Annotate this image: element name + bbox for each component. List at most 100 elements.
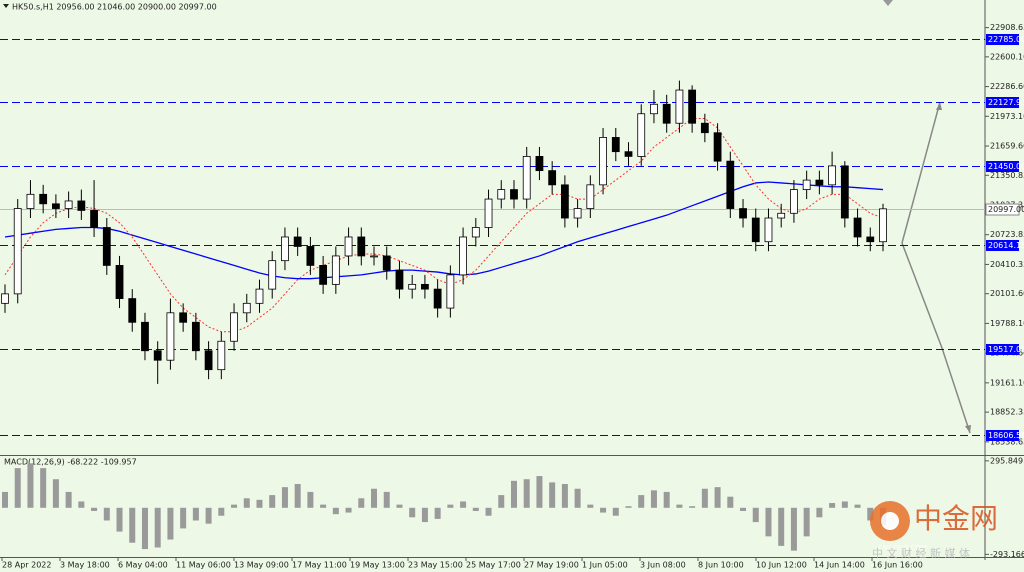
y-tick-label: 20723.85	[990, 230, 1024, 239]
level-label: 20614.15	[988, 241, 1024, 250]
level-label: 22785.00	[988, 35, 1024, 44]
moving-average	[4, 181, 884, 280]
x-tick-label: 13 May 09:00	[234, 561, 289, 570]
candle-body	[522, 156, 531, 200]
candle-body	[573, 208, 582, 219]
x-tick-label: 3 May 18:00	[60, 561, 110, 570]
candle-body	[77, 200, 86, 211]
candle-body	[586, 184, 595, 209]
candle-body	[90, 210, 98, 228]
macd-bar	[650, 490, 657, 508]
macd-bar	[574, 488, 581, 508]
candle-body	[331, 255, 340, 285]
level-label: 18606.58	[988, 431, 1024, 440]
candle-body	[141, 321, 149, 352]
macd-bar	[396, 504, 403, 508]
candle-body	[637, 113, 646, 157]
macd-bar	[27, 463, 34, 508]
level-box	[986, 34, 1019, 45]
macd-bar	[116, 507, 123, 532]
candle-body	[115, 265, 124, 299]
y-tick-label: 21659.60	[990, 142, 1024, 151]
arrow-head	[936, 102, 942, 110]
macd-bar	[485, 507, 492, 516]
candle-body	[357, 236, 366, 257]
macd-bar	[52, 479, 59, 508]
macd-bar	[371, 488, 378, 508]
candle-body	[764, 217, 773, 243]
candle-body	[268, 260, 277, 290]
candle-body	[382, 255, 391, 271]
candle-body	[255, 288, 264, 304]
x-tick-label: 6 May 04:00	[118, 561, 168, 570]
macd-bar	[498, 495, 505, 508]
candle-body	[319, 265, 328, 285]
macd-bar	[205, 507, 212, 524]
macd-bar	[269, 495, 276, 508]
macd-bar	[689, 506, 696, 508]
last-price-label: 20997.00	[988, 205, 1024, 214]
candle-body	[51, 203, 60, 209]
candle-body	[548, 170, 557, 186]
macd-bar	[510, 480, 517, 508]
candle-body	[535, 156, 544, 172]
moving-average	[4, 117, 884, 333]
macd-bar	[256, 499, 263, 508]
y-tick-label: 21973.10	[990, 112, 1024, 121]
macd-bar	[854, 504, 861, 508]
macd-bar	[841, 501, 848, 508]
candle-body	[179, 312, 188, 323]
candle-body	[815, 179, 824, 186]
macd-bar	[638, 495, 645, 508]
trend-arrow	[901, 242, 971, 434]
arrow-head	[965, 425, 971, 433]
macd-bar	[523, 479, 530, 508]
candle-body	[510, 189, 518, 200]
macd-bar	[434, 507, 441, 519]
macd-bar	[141, 507, 148, 550]
candle-body	[370, 255, 378, 258]
candle-body	[866, 236, 875, 243]
candle-body	[790, 189, 798, 214]
x-tick-label: 1 Jun 05:00	[582, 561, 628, 570]
macd-bar	[167, 507, 174, 540]
level-box	[986, 430, 1019, 441]
macd-bar	[2, 491, 8, 508]
macd-bar	[103, 507, 110, 521]
candle-body	[344, 236, 353, 257]
watermark: 中金网 CNGOLD.COM 中 文 财 经 新 媒 体	[870, 501, 998, 560]
y-tick-label: 295.849	[990, 456, 1023, 465]
shift-marker	[883, 0, 893, 6]
candle-body	[560, 184, 569, 219]
macd-bar	[421, 507, 428, 523]
macd-bar	[765, 507, 772, 537]
y-tick-label: 20410.35	[990, 260, 1024, 269]
x-tick-label: 11 May 06:00	[176, 561, 231, 570]
candle-body	[471, 227, 480, 238]
logo-text: 中金网	[914, 502, 998, 535]
level-box	[986, 344, 1019, 355]
macd-bar	[663, 491, 670, 508]
macd-label: MACD(12,26,9) -68.222 -109.957	[4, 458, 137, 467]
macd-bar	[218, 507, 225, 516]
candle-body	[26, 193, 35, 209]
macd-bar	[600, 507, 607, 513]
macd-bar	[129, 507, 136, 543]
x-tick-label: 3 Jun 08:00	[640, 561, 686, 570]
macd-bar	[345, 507, 352, 513]
candle-body	[879, 208, 887, 243]
candle-body	[421, 283, 429, 290]
candle-body	[217, 340, 226, 371]
candle-body	[497, 189, 506, 200]
candle-body	[395, 269, 404, 290]
level-box	[986, 240, 1019, 251]
y-tick-label: 22908.65	[990, 23, 1024, 32]
macd-bar	[358, 498, 365, 508]
candle-body	[688, 89, 697, 124]
macd-bar	[778, 507, 785, 546]
macd-bar	[816, 507, 823, 518]
candle-body	[828, 165, 837, 186]
candle-body	[675, 89, 684, 124]
